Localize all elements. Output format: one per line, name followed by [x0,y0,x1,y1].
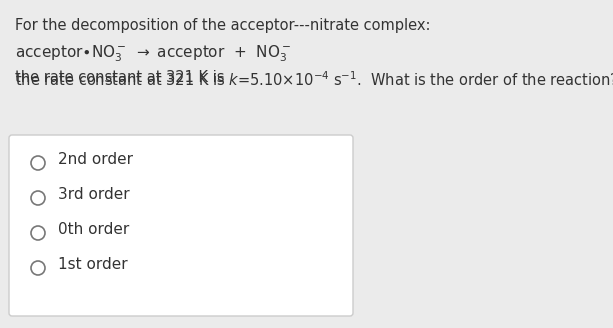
Text: 2nd order: 2nd order [58,152,133,167]
Text: acceptor$\bullet$NO$_3^-$ $\rightarrow$ acceptor  +  NO$_3^-$: acceptor$\bullet$NO$_3^-$ $\rightarrow$ … [15,43,291,64]
Text: the rate constant at 321 K is $k$=5.10$\times$10$^{-4}$ s$^{-1}$.  What is the o: the rate constant at 321 K is $k$=5.10$\… [15,70,613,89]
Text: 3rd order: 3rd order [58,187,129,202]
Text: 1st order: 1st order [58,257,128,272]
Text: 0th order: 0th order [58,222,129,237]
FancyBboxPatch shape [9,135,353,316]
Text: the rate constant at 321 K is: the rate constant at 321 K is [15,70,229,85]
Text: For the decomposition of the acceptor---nitrate complex:: For the decomposition of the acceptor---… [15,18,430,33]
